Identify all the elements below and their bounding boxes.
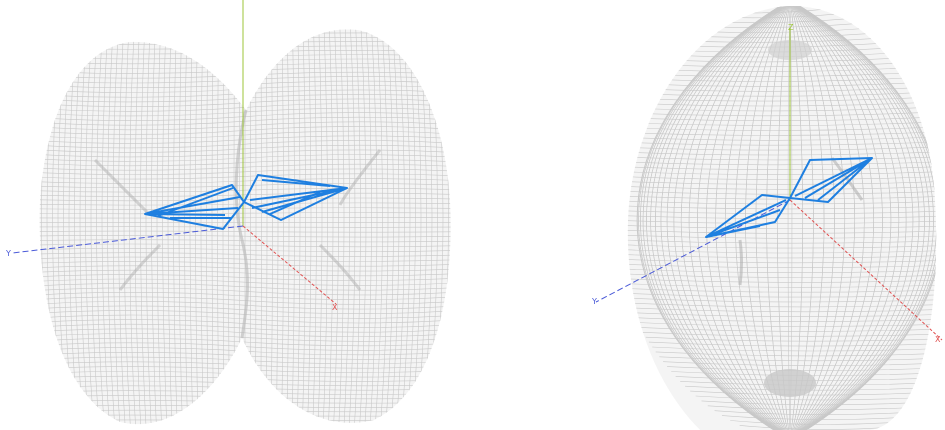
left-axes: Y X [5, 0, 338, 312]
right-wireframe-mesh [627, 5, 937, 430]
left-wireframe-mesh [39, 29, 451, 425]
y-axis-line [595, 199, 791, 303]
y-axis-label: Y [5, 249, 11, 258]
y-axis-line [11, 225, 244, 254]
right-axes: Z Y X [591, 23, 943, 344]
x-axis-line [789, 199, 943, 341]
x-axis-label: X [332, 303, 338, 312]
left-antenna-structure [144, 174, 348, 230]
x-axis-line [242, 225, 337, 305]
right-antenna-structure [705, 157, 873, 238]
z-axis-label: Z [788, 23, 794, 32]
right-view: Z Y X [591, 5, 943, 430]
left-view: Y X [5, 0, 451, 425]
y-axis-label: Y [591, 297, 597, 306]
x-axis-label: X [935, 335, 941, 344]
